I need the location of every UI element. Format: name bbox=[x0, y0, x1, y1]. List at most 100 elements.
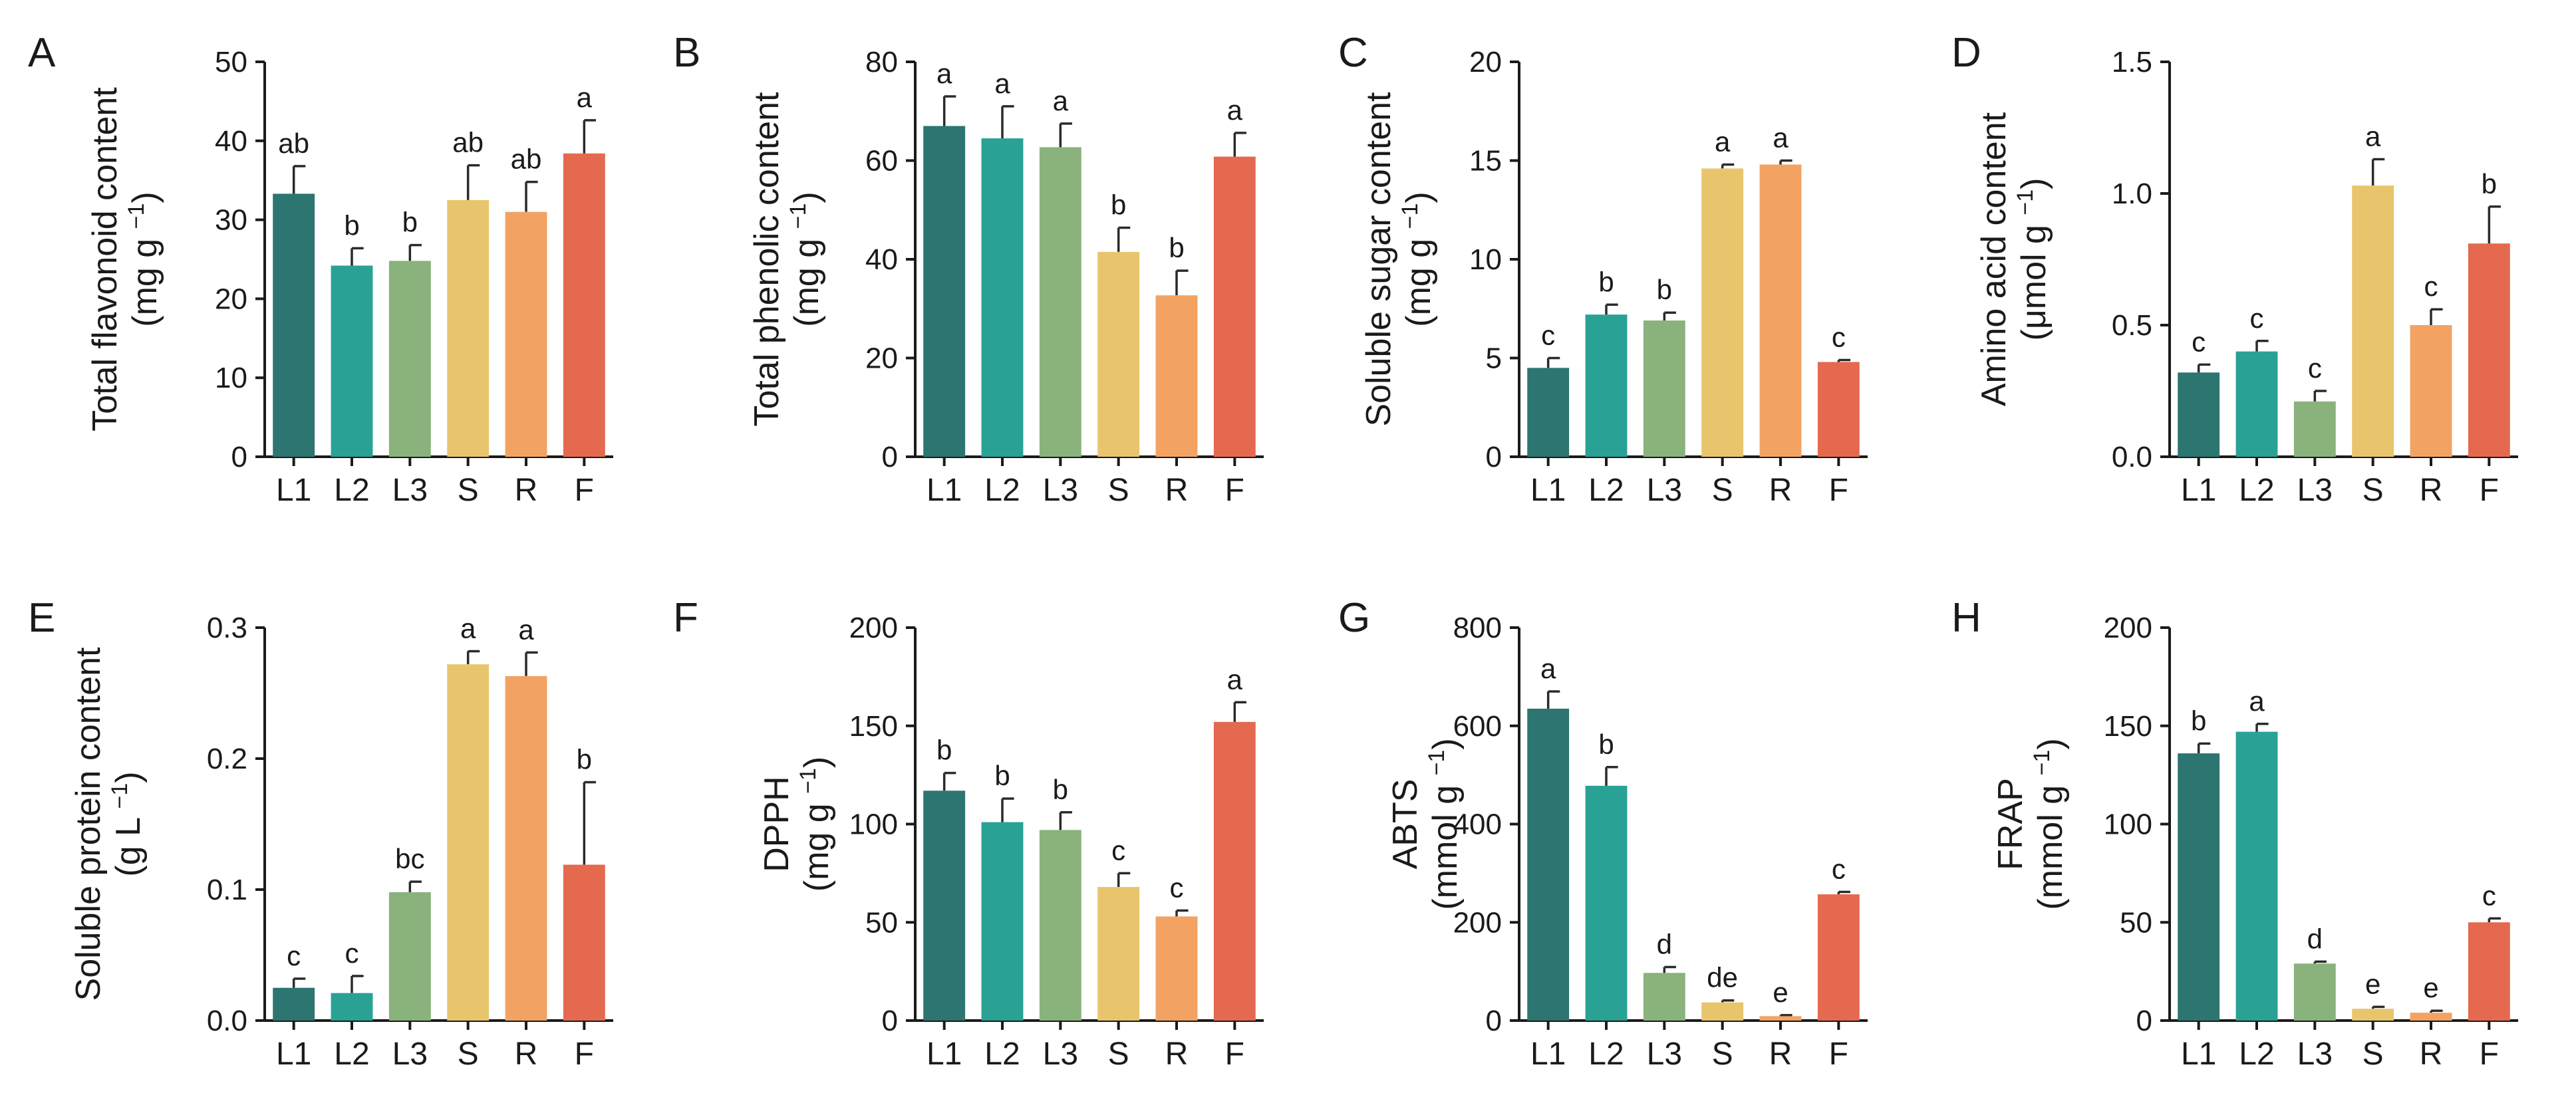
significance-letter: de bbox=[1707, 962, 1738, 993]
panel-letter: C bbox=[1338, 30, 1368, 76]
y-tick-label: 0.2 bbox=[207, 743, 247, 775]
y-axis-unit: (mg g bbox=[126, 229, 164, 326]
significance-letter: c bbox=[1541, 320, 1555, 351]
x-tick-label: L2 bbox=[334, 473, 369, 508]
x-tick-label: F bbox=[1225, 1037, 1244, 1072]
bar-l2 bbox=[981, 138, 1024, 457]
x-tick-label: L1 bbox=[276, 1037, 311, 1072]
x-tick-label: L3 bbox=[1647, 473, 1682, 508]
y-tick-label: 60 bbox=[865, 145, 898, 178]
bar-l1 bbox=[2178, 753, 2220, 1021]
bar-s bbox=[2352, 1009, 2394, 1021]
significance-letter: a bbox=[1227, 94, 1243, 126]
y-tick-label: 200 bbox=[849, 612, 898, 644]
significance-letter: e bbox=[2423, 972, 2438, 1003]
y-tick-label: 50 bbox=[215, 46, 247, 78]
y-tick-label: 0 bbox=[882, 441, 898, 473]
bar-f bbox=[2468, 922, 2510, 1021]
x-tick-label: S bbox=[458, 1037, 479, 1072]
significance-letter: c bbox=[2482, 880, 2496, 911]
y-axis-unit-close: ) bbox=[2031, 738, 2070, 749]
y-axis-label: ABTS(mmol g −1) bbox=[1386, 738, 1465, 910]
y-axis-unit-exponent: −1 bbox=[2013, 189, 2038, 215]
y-axis-unit-close: ) bbox=[1399, 191, 1438, 203]
significance-letter: c bbox=[2250, 303, 2264, 334]
y-axis-unit-exponent: −1 bbox=[1424, 750, 1449, 776]
significance-letter: b bbox=[577, 743, 592, 775]
significance-letter: ab bbox=[452, 127, 484, 158]
y-tick-label: 10 bbox=[1469, 243, 1502, 276]
y-axis-unit: (mmol g bbox=[1426, 775, 1465, 910]
significance-letter: d bbox=[1657, 928, 1672, 959]
panel-e: E Soluble protein content(g L −1) 0.0 0.1 0.… bbox=[28, 595, 613, 1072]
bar-l1 bbox=[1527, 708, 1570, 1021]
y-tick-label: 100 bbox=[849, 808, 898, 841]
bar-l3 bbox=[1643, 973, 1685, 1021]
significance-letter: a bbox=[577, 82, 593, 113]
bar-l2 bbox=[331, 993, 373, 1021]
y-tick-label: 400 bbox=[1453, 808, 1502, 841]
y-tick-label: 80 bbox=[865, 46, 898, 78]
bar-r bbox=[1155, 295, 1198, 457]
y-axis-title: ABTS bbox=[1386, 779, 1425, 870]
x-tick-label: L3 bbox=[1043, 473, 1078, 508]
panel-g: G ABTS(mmol g −1) 0 200 400 600 800 a L1 b L2 d L3 de… bbox=[1338, 595, 1868, 1072]
y-axis-title: DPPH bbox=[758, 776, 796, 872]
y-axis-title: FRAP bbox=[1991, 778, 2030, 870]
bar-l2 bbox=[1585, 314, 1628, 457]
significance-letter: b bbox=[1169, 232, 1184, 263]
x-tick-label: S bbox=[1712, 1037, 1733, 1072]
significance-letter: c bbox=[2424, 271, 2438, 302]
bar-s bbox=[447, 199, 490, 457]
bar-l1 bbox=[2178, 372, 2220, 457]
panel-letter: D bbox=[1951, 30, 1981, 76]
y-axis-unit-exponent: −1 bbox=[1397, 203, 1423, 229]
x-tick-label: L2 bbox=[334, 1037, 369, 1072]
x-tick-label: L2 bbox=[1588, 1037, 1624, 1072]
y-tick-label: 50 bbox=[2120, 906, 2152, 939]
bar-r bbox=[2410, 325, 2452, 457]
panel-h: H FRAP(mmol g −1) 0 50 100 150 200 b L1 a L2 d L3 e Se… bbox=[1951, 595, 2518, 1072]
y-tick-label: 100 bbox=[2104, 808, 2152, 841]
y-tick-label: 5 bbox=[1486, 342, 1502, 375]
y-tick-label: 0.0 bbox=[207, 1005, 247, 1037]
significance-letter: b bbox=[2191, 705, 2206, 736]
panel-b: B Total phenolic content(mg g −1) 0 20 40 60 8… bbox=[673, 30, 1264, 508]
significance-letter: a bbox=[1053, 85, 1069, 116]
y-tick-label: 0 bbox=[231, 441, 247, 473]
y-tick-label: 1.5 bbox=[2112, 46, 2152, 78]
x-tick-label: L1 bbox=[276, 473, 311, 508]
x-tick-label: L3 bbox=[392, 1037, 428, 1072]
bar-l2 bbox=[2235, 731, 2278, 1021]
x-tick-label: L3 bbox=[392, 473, 428, 508]
bar-s bbox=[1097, 251, 1140, 457]
bar-l2 bbox=[331, 265, 373, 457]
x-tick-label: L2 bbox=[2239, 1037, 2274, 1072]
bar-r bbox=[1759, 1016, 1802, 1021]
x-tick-label: S bbox=[2362, 473, 2384, 508]
significance-letter: e bbox=[1773, 977, 1788, 1008]
x-tick-label: S bbox=[2362, 1037, 2384, 1072]
significance-letter: e bbox=[2365, 968, 2380, 999]
significance-letter: ab bbox=[511, 144, 542, 175]
bar-r bbox=[1759, 164, 1802, 457]
bar-s bbox=[2352, 185, 2394, 457]
x-tick-label: S bbox=[1108, 473, 1129, 508]
x-tick-label: L2 bbox=[984, 473, 1020, 508]
significance-letter: c bbox=[1111, 834, 1125, 866]
y-axis-label: Total phenolic content(mg g −1) bbox=[748, 92, 826, 427]
y-tick-label: 10 bbox=[215, 362, 247, 394]
y-tick-label: 1.0 bbox=[2112, 178, 2152, 210]
y-tick-label: 0 bbox=[1486, 1005, 1502, 1037]
y-tick-label: 30 bbox=[215, 204, 247, 237]
y-axis-unit: (mmol g bbox=[2031, 775, 2070, 910]
significance-letter: b bbox=[2482, 168, 2497, 199]
x-tick-label: F bbox=[575, 1037, 594, 1072]
x-tick-label: F bbox=[1225, 473, 1244, 508]
x-tick-label: R bbox=[2420, 473, 2443, 508]
bar-f bbox=[2468, 243, 2510, 457]
y-axis-unit-exponent: −1 bbox=[107, 783, 132, 809]
x-tick-label: R bbox=[1769, 473, 1792, 508]
y-tick-label: 0 bbox=[882, 1005, 898, 1037]
y-tick-label: 20 bbox=[215, 283, 247, 315]
